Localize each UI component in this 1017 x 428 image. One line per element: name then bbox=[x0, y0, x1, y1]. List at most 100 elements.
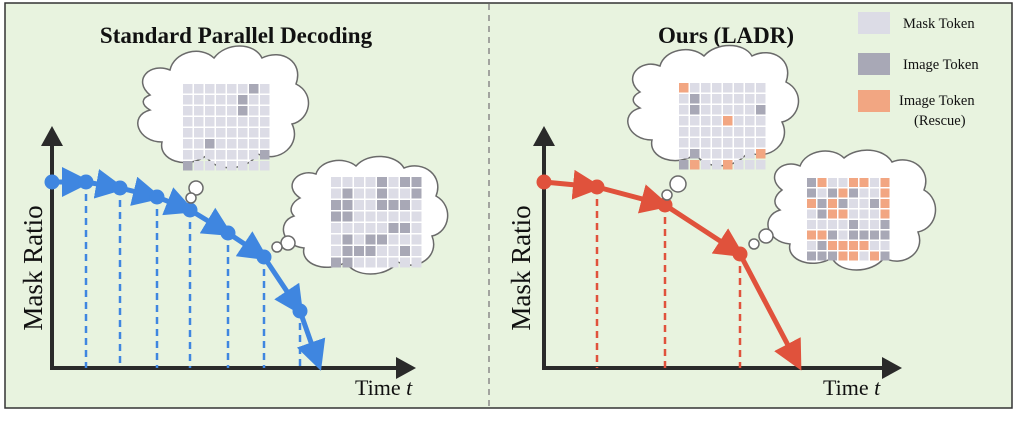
token-cell bbox=[838, 178, 848, 187]
token-cell bbox=[365, 177, 376, 187]
token-cell bbox=[354, 200, 364, 210]
token-cell bbox=[712, 94, 722, 104]
left-y-axis-label: Mask Ratio bbox=[18, 205, 48, 330]
token-cell bbox=[745, 138, 755, 148]
token-cell bbox=[849, 209, 858, 219]
token-cell bbox=[238, 95, 248, 105]
token-cell bbox=[870, 199, 879, 208]
token-cell bbox=[238, 117, 248, 127]
token-cell bbox=[745, 105, 755, 115]
token-cell bbox=[745, 116, 755, 126]
token-cell bbox=[365, 234, 376, 245]
token-cell bbox=[745, 149, 755, 159]
token-cell bbox=[880, 188, 890, 198]
token-cell bbox=[342, 177, 353, 187]
token-cell bbox=[734, 94, 744, 104]
token-cell bbox=[227, 117, 237, 127]
token-cell bbox=[216, 128, 226, 138]
token-cell bbox=[194, 139, 204, 149]
token-cell bbox=[354, 234, 364, 245]
right-token-grid-upper bbox=[679, 83, 766, 170]
right-panel-title: Ours (LADR) bbox=[658, 23, 794, 48]
token-cell bbox=[838, 241, 848, 250]
token-cell bbox=[679, 127, 689, 137]
token-cell bbox=[365, 246, 376, 256]
token-cell bbox=[690, 138, 700, 148]
token-cell bbox=[870, 241, 879, 250]
token-cell bbox=[260, 161, 270, 171]
legend-swatch-rescue bbox=[858, 90, 890, 112]
token-cell bbox=[354, 257, 364, 268]
token-cell bbox=[388, 257, 399, 268]
token-cell bbox=[807, 178, 816, 187]
token-cell bbox=[701, 94, 711, 104]
token-cell bbox=[870, 230, 879, 240]
token-cell bbox=[260, 150, 270, 160]
token-cell bbox=[756, 116, 766, 126]
token-cell bbox=[701, 138, 711, 148]
token-cell bbox=[807, 220, 816, 229]
token-cell bbox=[377, 200, 387, 210]
token-cell bbox=[249, 161, 259, 171]
legend-swatch-mask bbox=[858, 12, 890, 34]
left-segment-8 bbox=[296, 308, 326, 371]
token-cell bbox=[723, 94, 733, 104]
left-point-5 bbox=[182, 202, 198, 218]
token-cell bbox=[400, 177, 410, 187]
right-x-axis-label: Time t bbox=[823, 375, 881, 400]
right-segment-3 bbox=[662, 202, 746, 258]
token-cell bbox=[723, 116, 733, 126]
right-point-3 bbox=[657, 197, 673, 213]
token-cell bbox=[734, 83, 744, 93]
token-cell bbox=[205, 95, 215, 105]
token-cell bbox=[227, 139, 237, 149]
token-cell bbox=[183, 128, 193, 138]
token-cell bbox=[342, 257, 353, 268]
token-cell bbox=[388, 177, 399, 187]
token-cell bbox=[859, 251, 869, 261]
token-cell bbox=[377, 211, 387, 222]
token-cell bbox=[756, 149, 766, 159]
left-panel: Standard Parallel Decoding Mask Ratio Ti… bbox=[18, 23, 449, 400]
token-cell bbox=[260, 128, 270, 138]
token-cell bbox=[411, 200, 422, 210]
token-cell bbox=[807, 209, 816, 219]
token-cell bbox=[679, 149, 689, 159]
token-cell bbox=[354, 211, 364, 222]
token-cell bbox=[807, 188, 816, 198]
token-cell bbox=[870, 178, 879, 187]
token-cell bbox=[817, 220, 827, 229]
token-cell bbox=[377, 234, 387, 245]
token-cell bbox=[723, 127, 733, 137]
left-dashed-drops bbox=[84, 182, 302, 368]
left-x-axis-arrowhead bbox=[396, 357, 416, 379]
legend-label-mask: Mask Token bbox=[903, 16, 975, 32]
token-cell bbox=[260, 117, 270, 127]
right-y-axis-label: Mask Ratio bbox=[506, 205, 536, 330]
token-cell bbox=[723, 160, 733, 170]
token-cell bbox=[194, 84, 204, 94]
token-cell bbox=[238, 139, 248, 149]
token-cell bbox=[880, 241, 890, 250]
right-cloud-upper bbox=[627, 44, 800, 201]
token-cell bbox=[817, 188, 827, 198]
token-cell bbox=[817, 241, 827, 250]
token-cell bbox=[701, 127, 711, 137]
left-thought-bubble-small bbox=[185, 192, 197, 204]
legend-label-image: Image Token bbox=[903, 57, 979, 73]
token-cell bbox=[342, 188, 353, 199]
token-cell bbox=[734, 105, 744, 115]
right-segment-2 bbox=[594, 184, 671, 214]
left-point-8 bbox=[292, 303, 308, 319]
token-cell bbox=[828, 178, 837, 187]
right-panel: Ours (LADR) Mask Ratio Time t Mask Token… bbox=[506, 12, 979, 400]
token-cell bbox=[745, 127, 755, 137]
token-cell bbox=[331, 200, 341, 210]
token-cell bbox=[838, 220, 848, 229]
token-cell bbox=[260, 139, 270, 149]
token-cell bbox=[880, 209, 890, 219]
right-thought-bubble-small bbox=[661, 189, 673, 201]
token-cell bbox=[701, 149, 711, 159]
token-cell bbox=[249, 128, 259, 138]
token-cell bbox=[870, 220, 879, 229]
